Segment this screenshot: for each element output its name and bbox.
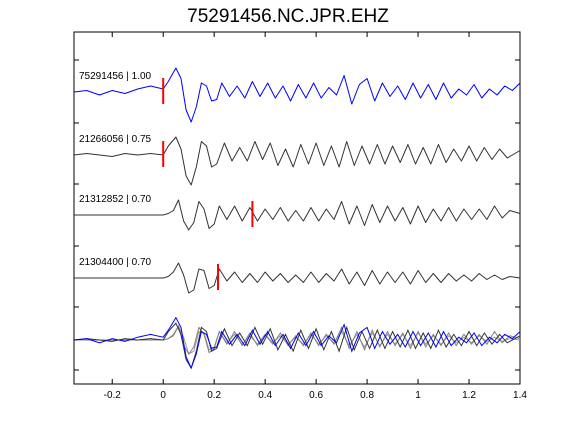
trace-label: 75291456 | 1.00: [79, 71, 152, 82]
trace-label: 21266056 | 0.75: [79, 134, 152, 145]
x-tick-label: 0.6: [309, 390, 323, 401]
x-axis: -0.2 0 0.2 0.4 0.6 0.8 1 1.2 1.4: [104, 32, 527, 401]
x-tick-label: 0.2: [207, 390, 221, 401]
y-tick-marks: [74, 59, 520, 371]
trace-label: 21304400 | 0.70: [79, 257, 152, 268]
plot-frame: [73, 31, 521, 385]
trace-line: [73, 136, 521, 186]
overlay-trace-line: [74, 324, 521, 355]
overlay-trace-line: [73, 316, 521, 370]
x-tick-label: 0.4: [258, 390, 272, 401]
trace-line: [74, 262, 521, 294]
overlay-trace-group: [73, 316, 521, 370]
trace-line: [74, 199, 521, 231]
axes-box: [73, 31, 521, 385]
x-tick-label: 0: [160, 390, 166, 401]
x-tick-label: 1: [415, 390, 421, 401]
x-tick-label: -0.2: [104, 390, 122, 401]
x-tick-label: 0.8: [360, 390, 374, 401]
trace-line: [73, 67, 521, 123]
trace-label: 21312852 | 0.70: [79, 194, 152, 205]
x-tick-label: 1.2: [462, 390, 476, 401]
x-tick-label: 1.4: [513, 390, 527, 401]
overlay-trace-line: [73, 322, 521, 370]
chart-title: 75291456.NC.JPR.EHZ: [187, 6, 389, 27]
trace-group: 75291456 | 1.00 21266056 | 0.75 21312852 |…: [73, 67, 521, 294]
